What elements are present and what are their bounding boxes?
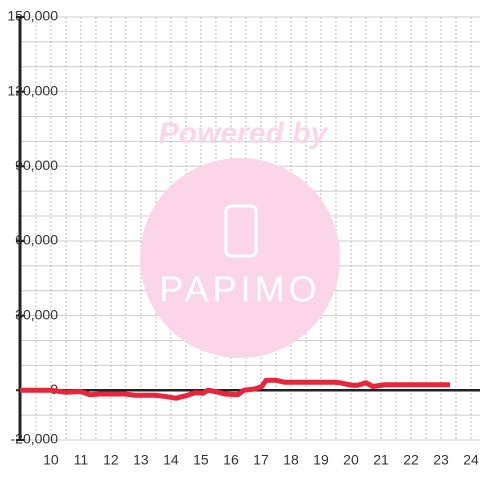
x-tick-label: 24 bbox=[463, 452, 479, 468]
watermark: Powered by PAPIMO bbox=[140, 117, 340, 358]
y-tick-label: 60,000 bbox=[15, 232, 58, 248]
x-tick-label: 22 bbox=[403, 452, 419, 468]
x-tick-label: 20 bbox=[343, 452, 359, 468]
x-tick-label: 12 bbox=[103, 452, 119, 468]
x-tick-label: 16 bbox=[223, 452, 239, 468]
watermark-phone bbox=[224, 204, 258, 258]
x-tick-label: 11 bbox=[74, 452, 89, 468]
y-tick-label: 90,000 bbox=[15, 157, 58, 173]
watermark-title: Powered by bbox=[159, 117, 329, 150]
x-tick-label: 21 bbox=[373, 452, 389, 468]
x-tick-label: 23 bbox=[433, 452, 449, 468]
x-tick-label: 10 bbox=[43, 452, 59, 468]
y-tick-label: -20,000 bbox=[11, 431, 59, 447]
watermark-circle bbox=[140, 158, 340, 358]
y-tick-label: 150,000 bbox=[7, 8, 58, 24]
x-tick-label: 13 bbox=[133, 452, 149, 468]
x-tick-label: 18 bbox=[283, 452, 299, 468]
x-tick-label: 19 bbox=[313, 452, 329, 468]
x-tick-label: 15 bbox=[193, 452, 209, 468]
y-tick-label: 30,000 bbox=[15, 306, 58, 322]
y-tick-label: 120,000 bbox=[7, 82, 58, 98]
line-series bbox=[20, 377, 450, 401]
x-tick-label: 14 bbox=[163, 452, 179, 468]
watermark-logo: PAPIMO bbox=[159, 269, 320, 310]
x-tick-label: 17 bbox=[253, 452, 269, 468]
